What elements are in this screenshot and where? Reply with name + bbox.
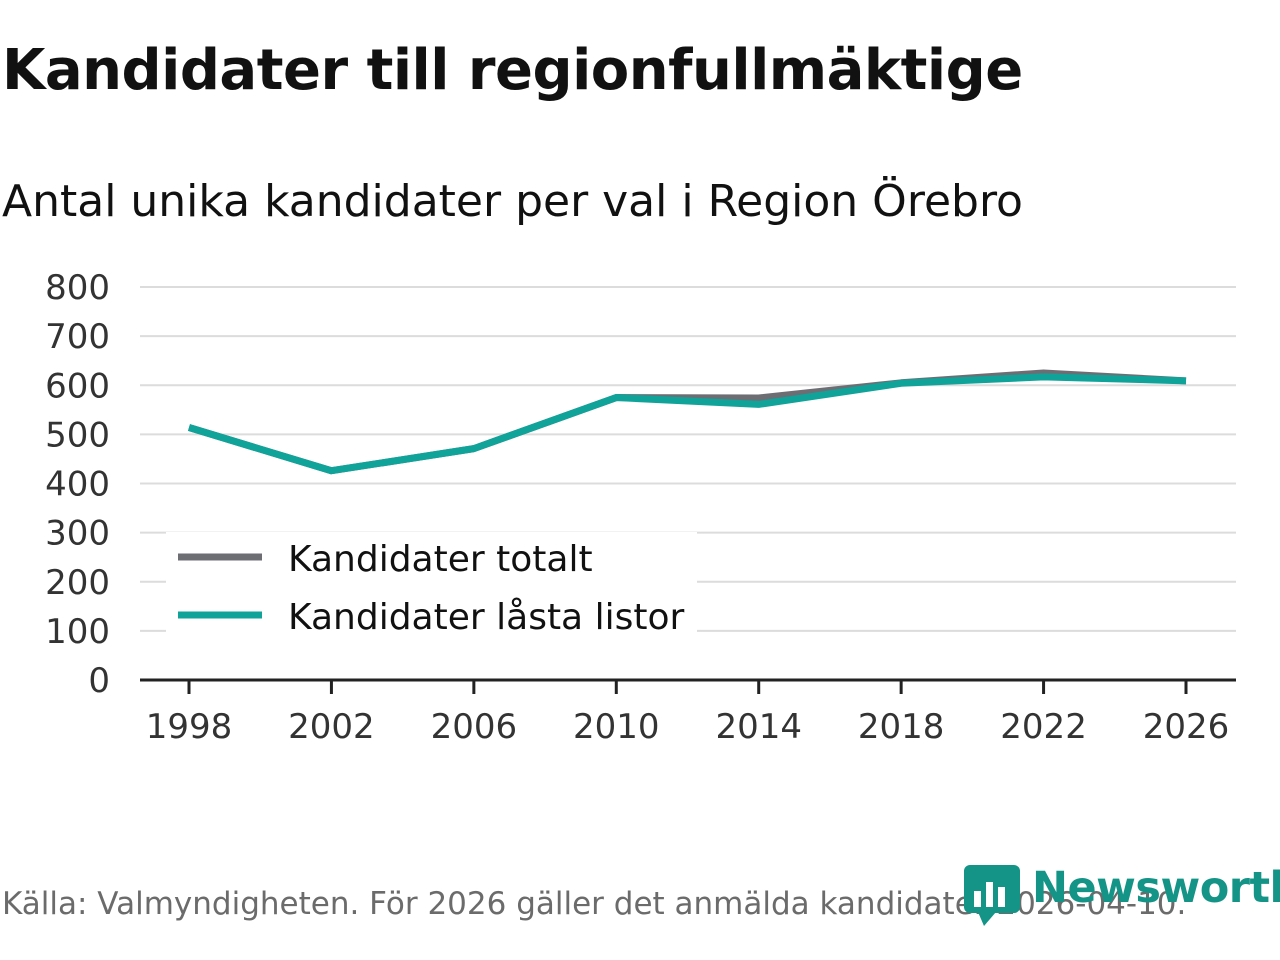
legend-label-totalt: Kandidater totalt bbox=[288, 539, 593, 580]
x-ticks: 1998 2002 2006 2010 2014 2018 2022 2026 bbox=[146, 680, 1230, 747]
brand-name: Newsworthy bbox=[1032, 863, 1280, 913]
x-tick-label: 1998 bbox=[146, 707, 233, 747]
bar-chart-speech-bubble-icon bbox=[964, 865, 1020, 926]
series-line-kandidater-lasta-listor bbox=[187, 373, 1187, 475]
legend-label-lasta: Kandidater låsta listor bbox=[288, 597, 684, 638]
y-tick-label: 700 bbox=[45, 317, 110, 357]
series-lines bbox=[187, 369, 1187, 475]
chart-subtitle: Antal unika kandidater per val i Region … bbox=[2, 176, 1023, 227]
y-tick-labels: 0 100 200 300 400 500 600 700 800 bbox=[45, 268, 110, 701]
x-tick-label: 2010 bbox=[573, 707, 660, 747]
y-tick-label: 800 bbox=[45, 268, 110, 308]
y-tick-label: 100 bbox=[45, 612, 110, 652]
chart-title: Kandidater till regionfullmäktige bbox=[2, 38, 1023, 103]
x-tick-label: 2006 bbox=[431, 707, 518, 747]
brand-logo: Newsworthy bbox=[962, 862, 1280, 928]
x-tick-label: 2022 bbox=[1000, 707, 1087, 747]
series-line-kandidater-totalt bbox=[187, 369, 1187, 475]
x-tick-label: 2014 bbox=[715, 707, 802, 747]
y-tick-label: 200 bbox=[45, 563, 110, 603]
y-tick-label: 300 bbox=[45, 514, 110, 554]
y-tick-label: 600 bbox=[45, 366, 110, 406]
y-tick-label: 500 bbox=[45, 415, 110, 455]
y-tick-label: 400 bbox=[45, 465, 110, 505]
x-tick-label: 2026 bbox=[1143, 707, 1230, 747]
legend: Kandidater totalt Kandidater låsta listo… bbox=[166, 532, 697, 638]
x-tick-label: 2002 bbox=[288, 707, 375, 747]
y-tick-label: 0 bbox=[88, 661, 110, 701]
x-tick-label: 2018 bbox=[858, 707, 945, 747]
